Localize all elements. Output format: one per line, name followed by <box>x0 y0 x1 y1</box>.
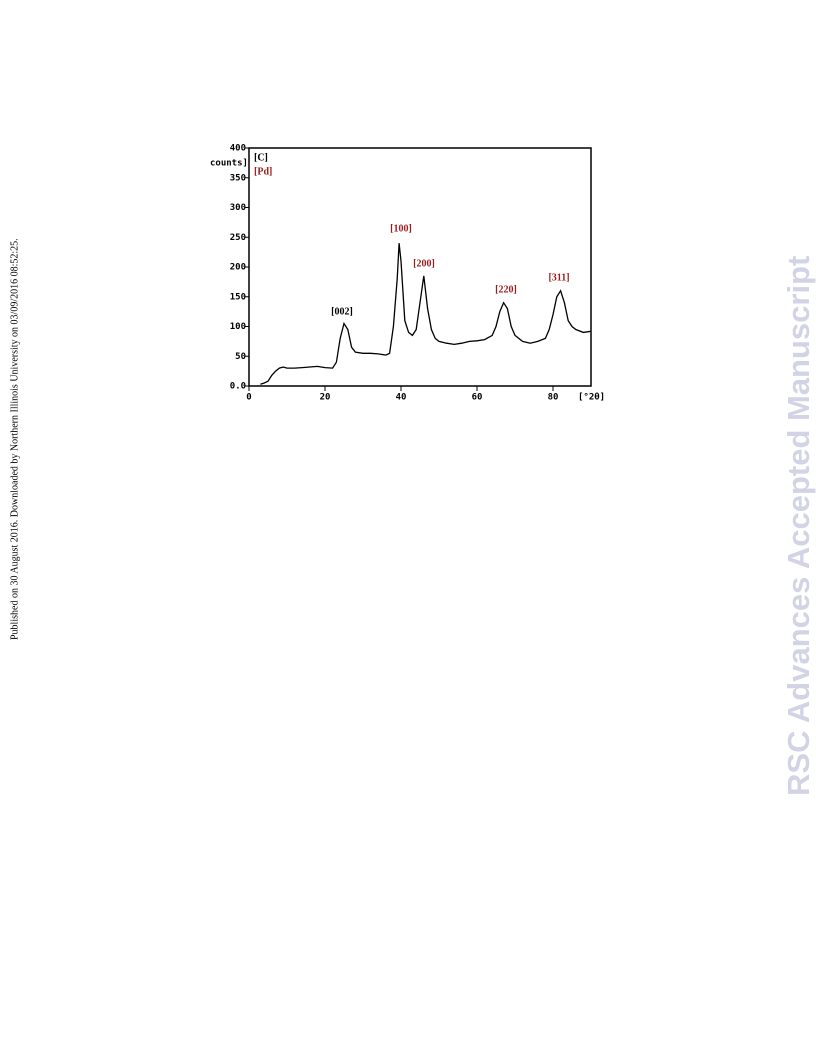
annotation: [100] <box>390 223 412 234</box>
watermark: RSC Advances Accepted Manuscript <box>781 256 816 796</box>
legend-entry: [C] <box>254 152 268 163</box>
chart: counts] [°2θ] [C] [Pd] [002] [100] [200]… <box>210 144 605 403</box>
y-tick-label: 150 <box>230 292 246 302</box>
y-tick-label: 400 <box>230 144 246 154</box>
x-tick-label: 20 <box>320 393 331 403</box>
x-tick-label: 60 <box>472 393 483 403</box>
y-tick-label: 100 <box>230 322 246 332</box>
data-line <box>260 243 592 385</box>
x-tick-label: 0 <box>246 393 251 403</box>
sidebar-note: Published on 30 August 2016. Downloaded … <box>9 238 20 640</box>
y-tick-label: 0.0 <box>230 382 246 392</box>
annotation: [002] <box>331 306 353 317</box>
y-tick-label: 250 <box>230 233 246 243</box>
x-axis-label: [°2θ] <box>578 393 605 403</box>
y-tick-label: 350 <box>230 173 246 183</box>
legend-entry: [Pd] <box>254 166 272 177</box>
annotation: [220] <box>495 284 517 295</box>
annotation: [311] <box>548 272 569 283</box>
y-tick-label: 300 <box>230 203 246 213</box>
y-axis-label: counts] <box>210 159 248 169</box>
x-tick-label: 40 <box>396 393 407 403</box>
y-tick-label: 50 <box>235 352 246 362</box>
annotation: [200] <box>413 258 435 269</box>
y-tick-label: 200 <box>230 263 246 273</box>
x-tick-label: 80 <box>548 393 559 403</box>
